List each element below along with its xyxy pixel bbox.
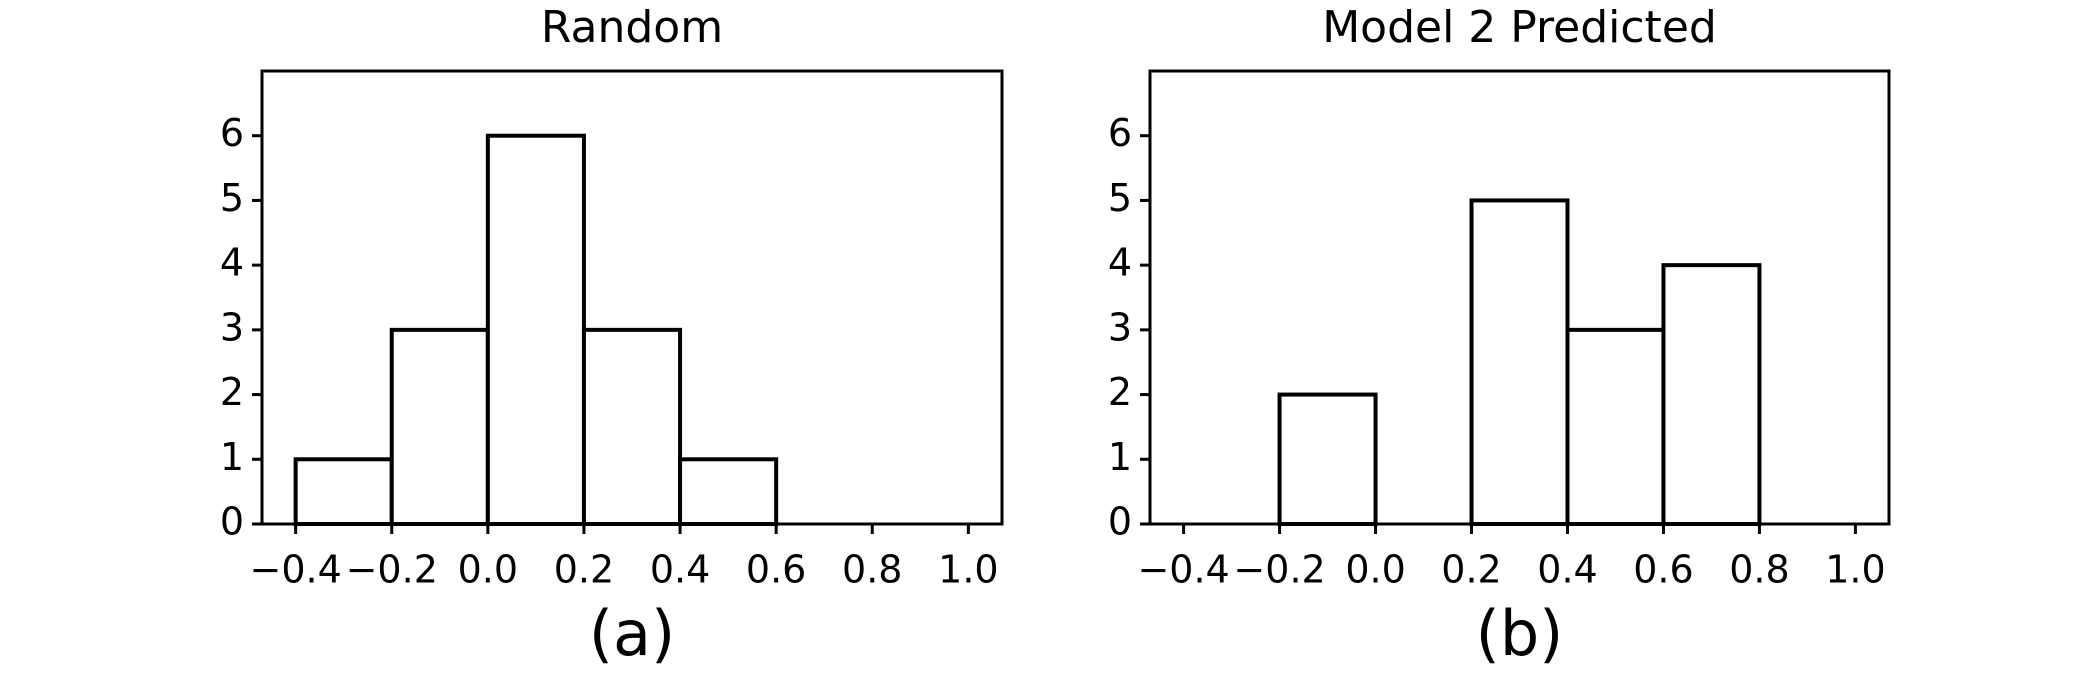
axes-frame bbox=[260, 69, 1004, 526]
x-tick-label: 0.6 bbox=[746, 548, 806, 592]
bar bbox=[581, 327, 683, 526]
y-tick-label: 6 bbox=[220, 111, 244, 155]
x-tick-label: 0.0 bbox=[458, 548, 518, 592]
x-tick-label: −0.2 bbox=[346, 548, 438, 592]
x-tick-label: 1.0 bbox=[1825, 548, 1885, 592]
y-tick-label: 4 bbox=[220, 241, 244, 285]
y-tick-label: 1 bbox=[220, 435, 244, 479]
y-tick-label: 0 bbox=[220, 500, 244, 544]
bar bbox=[1277, 392, 1378, 527]
bar bbox=[389, 327, 490, 526]
x-tick-label: 0.6 bbox=[1633, 548, 1693, 592]
x-tick-label: 0.0 bbox=[1345, 548, 1405, 592]
x-tick-label: −0.4 bbox=[1137, 548, 1229, 592]
axes-frame bbox=[1148, 69, 1891, 526]
chart-title: Random bbox=[541, 2, 723, 53]
x-tick-label: −0.2 bbox=[1233, 548, 1325, 592]
bar bbox=[1565, 327, 1666, 526]
chart-title: Model 2 Predicted bbox=[1322, 2, 1717, 53]
x-tick-label: 0.4 bbox=[1537, 548, 1597, 592]
y-tick-label: 3 bbox=[220, 305, 244, 349]
x-tick-label: 1.0 bbox=[938, 548, 998, 592]
y-tick-label: 3 bbox=[1108, 305, 1132, 349]
y-tick-label: 4 bbox=[1108, 241, 1132, 285]
y-tick-label: 5 bbox=[220, 176, 244, 220]
y-tick-label: 6 bbox=[1108, 111, 1132, 155]
x-tick-label: 0.8 bbox=[1729, 548, 1789, 592]
caption: (b) bbox=[1476, 597, 1564, 670]
y-tick-label: 1 bbox=[1108, 435, 1132, 479]
x-tick-label: 0.2 bbox=[1441, 548, 1501, 592]
bar bbox=[678, 457, 779, 526]
y-tick-label: 2 bbox=[220, 370, 244, 414]
bar bbox=[293, 457, 394, 526]
bar bbox=[485, 133, 586, 526]
y-tick-label: 2 bbox=[1108, 370, 1132, 414]
bar bbox=[1661, 263, 1762, 526]
x-tick-label: −0.4 bbox=[249, 548, 341, 592]
caption: (a) bbox=[589, 597, 675, 670]
x-tick-label: 0.2 bbox=[554, 548, 614, 592]
x-tick-label: 0.8 bbox=[842, 548, 902, 592]
x-tick-label: 0.4 bbox=[650, 548, 710, 592]
y-tick-label: 0 bbox=[1108, 500, 1132, 544]
y-tick-label: 5 bbox=[1108, 176, 1132, 220]
bar bbox=[1469, 198, 1570, 527]
